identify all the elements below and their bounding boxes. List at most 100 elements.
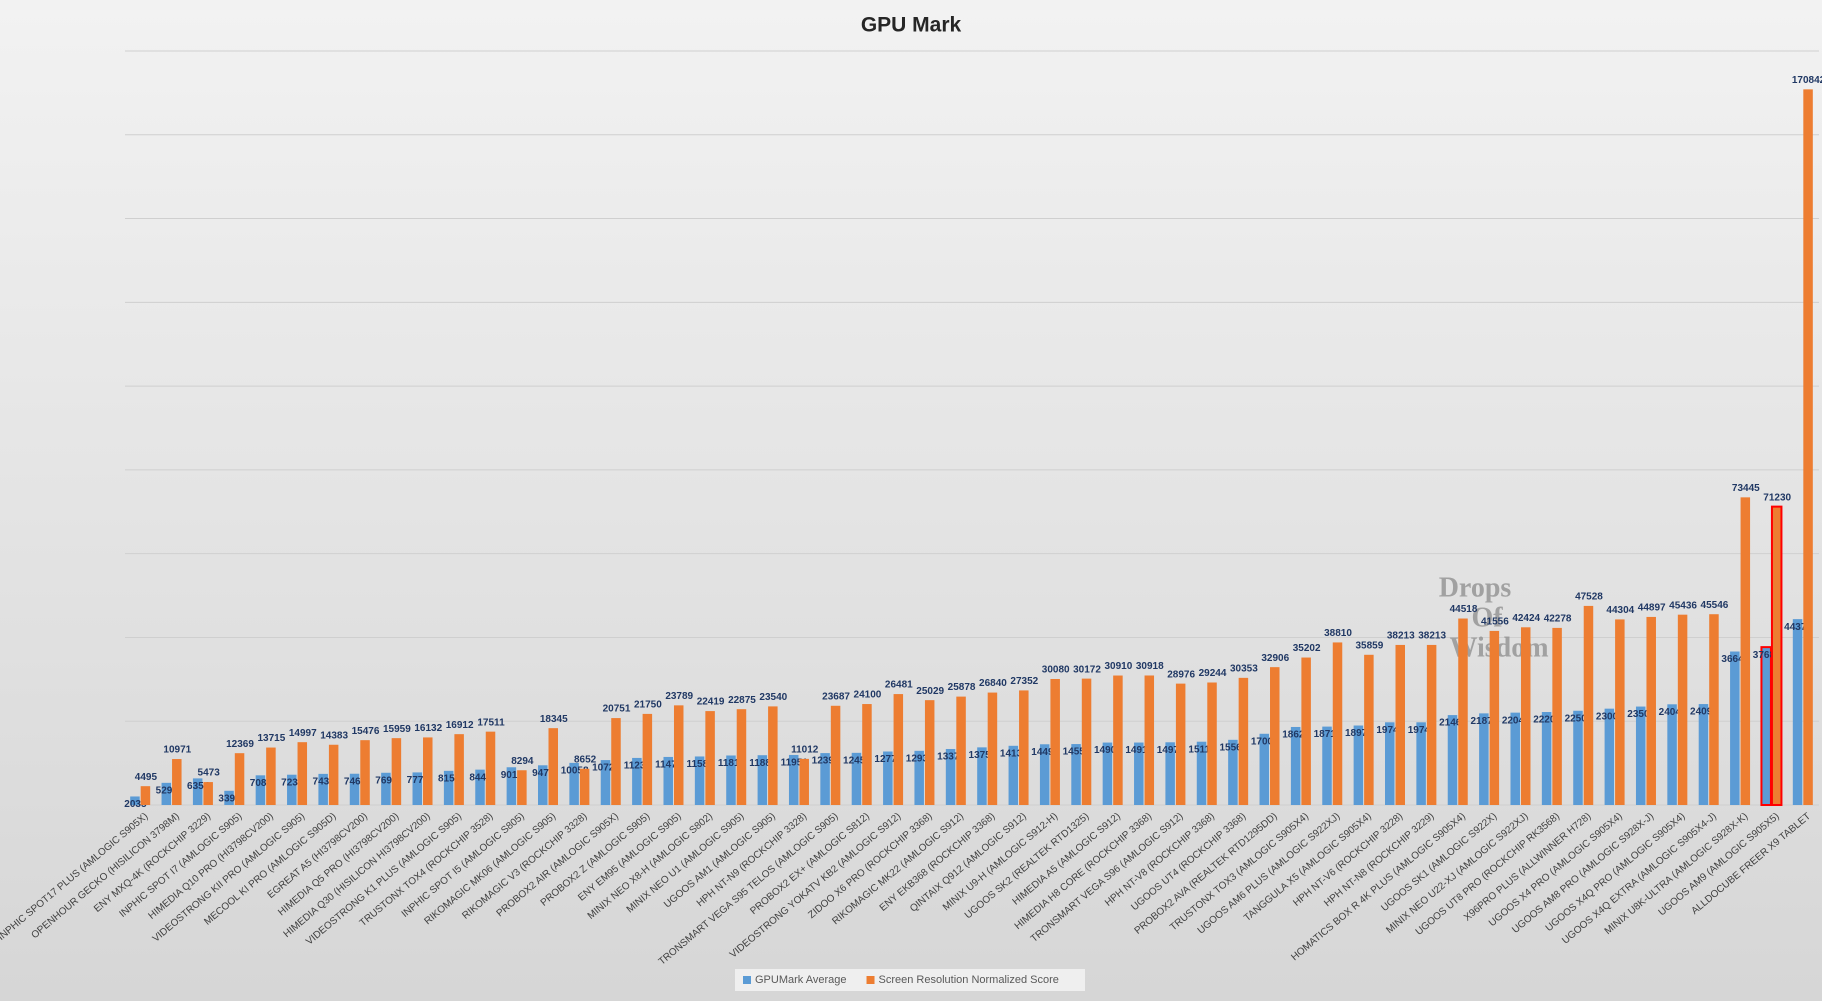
bar — [862, 704, 872, 805]
watermark: Drops — [1439, 572, 1512, 603]
data-label: 11472 — [655, 760, 683, 771]
bar — [391, 738, 402, 805]
bar — [475, 769, 485, 805]
bar — [1259, 733, 1270, 805]
bar — [977, 747, 987, 805]
bar — [1447, 715, 1458, 805]
data-label: 22419 — [697, 697, 725, 708]
bar — [485, 731, 496, 805]
data-label: 7696 — [375, 775, 398, 786]
bar — [1385, 722, 1395, 805]
data-label: 47528 — [1575, 592, 1603, 603]
data-label: 44518 — [1450, 604, 1478, 615]
data-label: 28976 — [1167, 669, 1195, 680]
data-label: 170842 — [1792, 75, 1822, 86]
bar — [1604, 708, 1615, 805]
data-label: 71230 — [1763, 492, 1791, 503]
legend-label: Screen Resolution Normalized Score — [879, 974, 1059, 986]
bar — [1019, 690, 1029, 805]
data-label: 20751 — [603, 704, 631, 715]
bar — [1050, 678, 1060, 805]
bar — [1458, 618, 1468, 805]
bar — [1322, 726, 1332, 805]
data-label: 8294 — [511, 756, 534, 767]
data-label: 23540 — [759, 692, 787, 703]
data-label: 23789 — [665, 691, 693, 702]
data-label: 30918 — [1136, 661, 1164, 672]
bar — [1008, 745, 1019, 805]
data-label: 32906 — [1261, 653, 1289, 664]
bar — [1196, 741, 1207, 805]
legend-label: GPUMark Average — [755, 974, 847, 986]
data-label: 15959 — [383, 724, 411, 735]
bar — [1760, 646, 1772, 806]
bar — [255, 775, 266, 805]
data-label: 13715 — [258, 733, 286, 744]
bar — [924, 700, 935, 805]
data-label: 14907 — [1094, 745, 1122, 756]
bar — [161, 782, 172, 805]
data-label: 14972 — [1157, 745, 1185, 756]
data-label: 8156 — [438, 773, 461, 784]
data-label: 30172 — [1073, 664, 1101, 675]
data-label: 14910 — [1125, 745, 1153, 756]
data-label: 45546 — [1701, 600, 1729, 611]
data-label: 15560 — [1219, 742, 1247, 753]
data-label: 18626 — [1282, 730, 1310, 741]
data-label: 8444 — [469, 772, 492, 783]
data-label: 18345 — [540, 714, 568, 725]
bar — [694, 756, 705, 805]
data-label: 7779 — [407, 775, 430, 786]
bar — [830, 705, 841, 805]
bar — [600, 760, 611, 805]
bar — [663, 756, 673, 805]
bar — [1510, 712, 1520, 805]
data-label: 18973 — [1345, 728, 1373, 739]
bar — [1709, 614, 1719, 805]
bar — [987, 692, 998, 805]
bar — [130, 796, 140, 805]
data-label: 13371 — [937, 752, 965, 763]
bar — [569, 762, 579, 805]
data-label: 9010 — [501, 770, 524, 781]
data-label: 35859 — [1355, 640, 1383, 651]
data-label: 16912 — [446, 720, 474, 731]
data-label: 3391 — [218, 793, 241, 804]
bar — [443, 770, 454, 805]
bar — [736, 709, 747, 805]
bar — [1353, 725, 1364, 805]
data-label: 42424 — [1512, 613, 1540, 624]
bar — [1479, 713, 1489, 805]
data-label: 11951 — [781, 758, 809, 769]
data-label: 5291 — [156, 785, 179, 796]
bar — [1228, 739, 1238, 805]
data-label: 38213 — [1387, 631, 1415, 642]
bar — [360, 740, 370, 805]
data-label: 23500 — [1627, 709, 1655, 720]
bar — [788, 754, 799, 805]
bar — [1677, 614, 1688, 805]
bar — [1803, 89, 1813, 806]
bar — [1207, 682, 1217, 805]
data-label: 12932 — [906, 753, 934, 764]
data-label: 38810 — [1324, 628, 1352, 639]
data-label: 25878 — [948, 682, 976, 693]
data-label: 14133 — [1000, 748, 1028, 759]
data-label: 11584 — [686, 759, 714, 770]
data-label: 38213 — [1418, 631, 1446, 642]
data-label: 8652 — [574, 754, 597, 765]
data-label: 11819 — [718, 758, 746, 769]
data-label: 12452 — [843, 755, 871, 766]
bar — [1081, 678, 1092, 805]
bar — [1301, 657, 1311, 805]
bar — [945, 748, 956, 805]
data-label: 24098 — [1690, 707, 1718, 718]
data-label: 11887 — [749, 758, 777, 769]
bar — [1102, 742, 1113, 805]
bar — [318, 773, 328, 805]
bar — [1698, 704, 1709, 805]
bar — [1583, 605, 1594, 805]
data-label: 10722 — [592, 763, 620, 774]
